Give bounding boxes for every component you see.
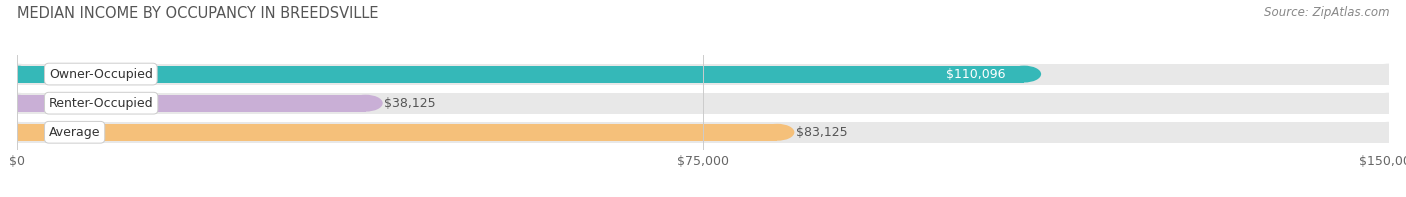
Bar	[17, 66, 1024, 83]
Ellipse shape	[1368, 64, 1406, 85]
Text: Source: ZipAtlas.com: Source: ZipAtlas.com	[1264, 6, 1389, 19]
Bar	[17, 124, 778, 141]
Ellipse shape	[349, 95, 382, 112]
Bar	[17, 93, 1389, 114]
Text: $110,096: $110,096	[946, 68, 1005, 81]
Ellipse shape	[0, 64, 38, 85]
Ellipse shape	[0, 124, 34, 141]
Bar	[17, 64, 1389, 85]
Text: Average: Average	[49, 126, 100, 139]
Text: $38,125: $38,125	[384, 97, 436, 110]
Ellipse shape	[761, 124, 794, 141]
Ellipse shape	[0, 66, 34, 83]
Text: Renter-Occupied: Renter-Occupied	[49, 97, 153, 110]
Ellipse shape	[1368, 122, 1406, 143]
Ellipse shape	[0, 122, 38, 143]
Ellipse shape	[1368, 93, 1406, 114]
Ellipse shape	[1007, 66, 1040, 83]
Bar	[17, 95, 366, 112]
Text: $83,125: $83,125	[796, 126, 848, 139]
Text: Owner-Occupied: Owner-Occupied	[49, 68, 153, 81]
Text: MEDIAN INCOME BY OCCUPANCY IN BREEDSVILLE: MEDIAN INCOME BY OCCUPANCY IN BREEDSVILL…	[17, 6, 378, 21]
Ellipse shape	[0, 95, 34, 112]
Ellipse shape	[0, 93, 38, 114]
Bar	[17, 122, 1389, 143]
